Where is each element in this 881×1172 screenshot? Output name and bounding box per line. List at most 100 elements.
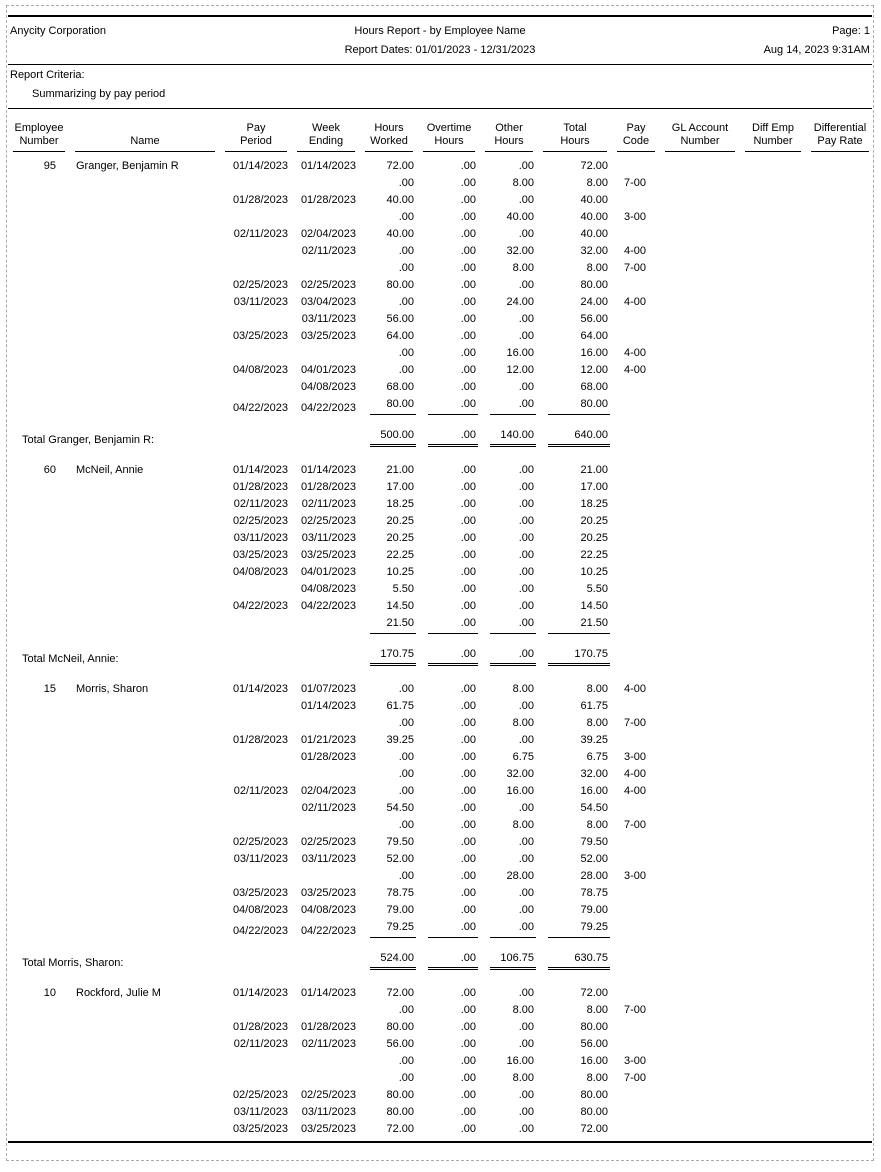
cell-hours-worked: 61.75 (386, 700, 414, 712)
cell-hours-worked: .00 (398, 683, 414, 695)
table-row: 02/11/2023 .00 .00 32.00 32.00 4-00 (8, 243, 873, 260)
cell-other-hours: 6.75 (512, 751, 534, 763)
cell-diff-pay-rate (806, 698, 873, 715)
cell-total-hours: 17.00 (580, 481, 608, 493)
cell-pay-period (220, 243, 292, 260)
col-header-employee-number: Employee Number (8, 109, 70, 152)
cell-diff-emp (740, 1121, 806, 1138)
criteria-divider (8, 108, 872, 109)
cell-other-hours: .00 (518, 904, 534, 916)
cell-other-hours: 16.00 (506, 1055, 534, 1067)
cell-gl-account (660, 985, 740, 1002)
cell-gl-account (660, 615, 740, 636)
cell-diff-pay-rate (806, 868, 873, 885)
table-row: 02/11/2023 02/04/2023 .00 .00 16.00 16.00 4-00 (8, 783, 873, 800)
cell-pay-period (220, 817, 292, 834)
cell-pay-period: 01/28/2023 (232, 481, 288, 493)
group-spacer (8, 972, 873, 985)
cell-overtime-hours: .00 (460, 381, 476, 393)
cell-diff-emp (740, 513, 806, 530)
cell-hours-worked: .00 (398, 768, 414, 780)
cell-name (70, 277, 220, 294)
cell-diff-emp (740, 311, 806, 328)
table-row: 01/28/2023 01/28/2023 40.00 .00 .00 40.00 (8, 192, 873, 209)
cell-name (70, 209, 220, 226)
cell-week-ending: 03/25/2023 (300, 330, 356, 342)
cell-diff-emp (740, 800, 806, 817)
cell-diff-emp (740, 345, 806, 362)
cell-hours-worked: .00 (398, 364, 414, 376)
cell-employee-number: 60 (43, 464, 56, 476)
cell-diff-pay-rate (806, 175, 873, 192)
cell-name (70, 513, 220, 530)
cell-overtime-hours: .00 (460, 1106, 476, 1118)
cell-other-hours: 32.00 (506, 245, 534, 257)
cell-pay-period (220, 615, 292, 636)
cell-overtime-hours: .00 (460, 211, 476, 223)
cell-pay-period (220, 209, 292, 226)
cell-hours-worked: .00 (398, 296, 414, 308)
cell-other-hours: .00 (480, 615, 538, 636)
cell-total-hours: 72.00 (580, 160, 608, 172)
cell-overtime-hours: .00 (460, 1021, 476, 1033)
cell-diff-pay-rate (806, 1019, 873, 1036)
cell-overtime-hours: .00 (460, 566, 476, 578)
group-total-tail (612, 417, 873, 449)
cell-gl-account (660, 379, 740, 396)
cell-diff-emp (740, 715, 806, 732)
cell-total-hours: 18.25 (580, 498, 608, 510)
table-row: 04/22/2023 04/22/2023 14.50 .00 .00 14.50 (8, 598, 873, 615)
cell-other-hours: 8.00 (512, 1072, 534, 1084)
cell-total-hours: 22.25 (580, 549, 608, 561)
cell-gl-account (660, 328, 740, 345)
cell-pay-period: 02/11/2023 (233, 785, 288, 797)
table-row: 04/08/2023 04/08/2023 79.00 .00 .00 79.00 (8, 902, 873, 919)
cell-week-ending (292, 615, 360, 636)
cell-overtime-hours: .00 (460, 498, 476, 510)
cell-hours-worked: 22.25 (386, 549, 414, 561)
table-row: 02/25/2023 02/25/2023 79.50 .00 .00 79.50 (8, 834, 873, 851)
cell-name (70, 379, 220, 396)
report-date-range: Report Dates: 01/01/2023 - 12/31/2023 (344, 44, 536, 56)
cell-week-ending: 03/25/2023 (300, 887, 356, 899)
cell-other-hours: .00 (518, 194, 534, 206)
cell-other-hours: .00 (518, 549, 534, 561)
cell-other-hours: 8.00 (512, 262, 534, 274)
cell-overtime-hours: .00 (460, 987, 476, 999)
table-row: .00 .00 8.00 8.00 7-00 (8, 817, 873, 834)
cell-pay-period: 02/25/2023 (232, 1089, 288, 1101)
cell-gl-account (660, 564, 740, 581)
cell-gl-account (660, 362, 740, 379)
cell-gl-account (660, 311, 740, 328)
cell-diff-emp (740, 175, 806, 192)
cell-name (70, 919, 220, 940)
cell-name (70, 732, 220, 749)
cell-pay-period: 01/14/2023 (232, 987, 288, 999)
cell-employee-number: 15 (43, 683, 56, 695)
cell-other-hours: .00 (480, 396, 538, 417)
cell-week-ending: 02/11/2023 (301, 245, 356, 257)
cell-name: Morris, Sharon (76, 683, 149, 695)
cell-pay-period (220, 868, 292, 885)
cell-pay-period: 01/14/2023 (232, 683, 288, 695)
cell-employee-number (8, 328, 70, 345)
cell-employee-number (8, 749, 70, 766)
table-body: 95 Granger, Benjamin R 01/14/2023 01/14/202… (8, 152, 873, 1138)
cell-gl-account (660, 800, 740, 817)
cell-other-hours: .00 (518, 464, 534, 476)
report-sheet: Anycity Corporation Hours Report - by Em… (6, 5, 874, 1161)
cell-overtime-hours: .00 (460, 717, 476, 729)
cell-total-hours: 54.50 (580, 802, 608, 814)
cell-overtime-hours: .00 (418, 417, 480, 449)
cell-diff-pay-rate (806, 226, 873, 243)
cell-pay-code: 4-00 (624, 364, 647, 376)
cell-name (70, 851, 220, 868)
cell-diff-pay-rate (806, 919, 873, 940)
cell-week-ending: 01/21/2023 (300, 734, 356, 746)
cell-name (70, 311, 220, 328)
cell-employee-number (8, 311, 70, 328)
cell-other-hours: .00 (480, 919, 538, 940)
cell-diff-pay-rate (806, 328, 873, 345)
cell-employee-number (8, 800, 70, 817)
cell-gl-account (660, 547, 740, 564)
